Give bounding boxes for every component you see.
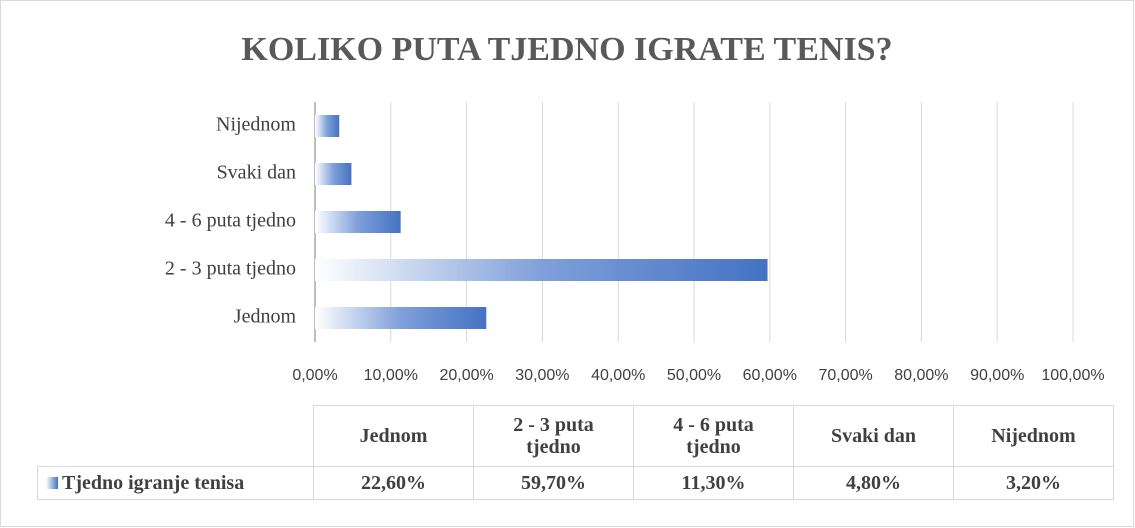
table-value: 4,80% [793, 466, 954, 500]
table-value-text: 59,70% [521, 472, 586, 494]
x-tick-label: 50,00% [667, 367, 721, 384]
bar [315, 307, 487, 329]
table-header-text: Nijednom [991, 425, 1076, 447]
bar [315, 211, 401, 233]
x-tick-label: 90,00% [970, 367, 1024, 384]
table-value: 11,30% [633, 466, 794, 500]
table-value-text: 3,20% [1006, 472, 1061, 494]
table-value: 3,20% [953, 466, 1114, 500]
legend-label: Tjedno igranje tenisa [62, 472, 245, 494]
x-tick-label: 0,00% [292, 367, 337, 384]
table-header: Jednom [313, 405, 474, 467]
table-header: Svaki dan [793, 405, 954, 467]
legend-key [46, 477, 58, 489]
table-value: 22,60% [313, 466, 474, 500]
table-header-text: Jednom [359, 425, 428, 447]
table-series-name: Tjedno igranje tenisa [37, 466, 314, 500]
x-tick-label: 70,00% [818, 367, 872, 384]
table-value: 59,70% [473, 466, 634, 500]
y-tick-label: Jednom [234, 306, 297, 328]
table-header: 2 - 3 puta tjedno [473, 405, 634, 467]
table-header: 4 - 6 puta tjedno [633, 405, 794, 467]
x-tick-label: 10,00% [364, 367, 418, 384]
table-header-text: Svaki dan [830, 425, 917, 447]
bar [315, 115, 340, 137]
chart-title: KOLIKO PUTA TJEDNO IGRATE TENIS? [241, 31, 892, 68]
x-tick-label: 60,00% [743, 367, 797, 384]
y-tick-label: 2 - 3 puta tjedno [165, 258, 296, 280]
y-tick-label: Nijednom [216, 114, 296, 136]
table-value-text: 4,80% [846, 472, 901, 494]
table-value-text: 11,30% [681, 472, 746, 494]
table-header: Nijednom [953, 405, 1114, 467]
x-tick-label: 40,00% [591, 367, 645, 384]
y-tick-label: 4 - 6 puta tjedno [165, 210, 296, 232]
bar [315, 259, 768, 281]
table-header-text: 4 - 6 puta tjedno [673, 414, 754, 458]
y-tick-label: Svaki dan [217, 162, 296, 184]
x-tick-label: 30,00% [515, 367, 569, 384]
x-tick-label: 100,00% [1041, 367, 1104, 384]
bar [315, 163, 352, 185]
x-tick-label: 80,00% [894, 367, 948, 384]
table-value-text: 22,60% [361, 472, 426, 494]
table-header-text: 2 - 3 puta tjedno [513, 414, 594, 458]
x-tick-label: 20,00% [439, 367, 493, 384]
